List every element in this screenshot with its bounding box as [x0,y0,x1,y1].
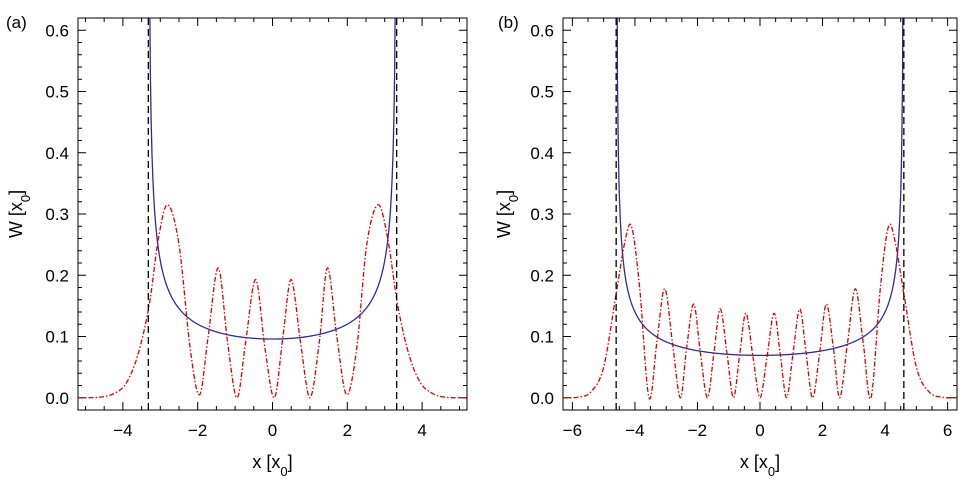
wavefunction-density-series [563,223,957,400]
y-tick-label: 0.6 [530,21,554,40]
classical-density-series [616,18,904,357]
y-tick-label: 0.0 [45,389,69,408]
y-tick-label: 0.6 [45,21,69,40]
x-tick-label: −4 [625,421,644,440]
x-axis-label: x [x0] [252,452,292,479]
y-tick-label: 0.1 [530,328,554,347]
plot-frame [562,17,958,411]
classical-density-series [149,18,396,340]
panel-label: (b) [498,13,519,32]
x-tick-label: 6 [943,421,952,440]
y-axis-label-sub: 0 [506,195,521,202]
x-tick-label: 4 [417,421,426,440]
y-axis-label: W [x0] [494,190,521,238]
y-tick-label: 0.5 [45,83,69,102]
y-axis-label-text: W [x [494,202,514,238]
x-tick-label: −2 [688,421,707,440]
x-axis-label: x [x0] [740,452,780,479]
x-axis-label-sub: 0 [768,464,775,479]
plot-area [563,18,957,410]
y-tick-label: 0.1 [45,328,69,347]
y-tick-label: 0.5 [530,83,554,102]
x-tick-label: −6 [563,421,582,440]
y-axis-label: W [x0] [6,190,33,238]
y-axis-label-text: W [x [6,202,26,238]
x-tick-label: 4 [880,421,889,440]
y-axis-label-suffix: ] [6,190,26,195]
panel-b: −6 −4 −2 0 2 4 60.00.10.20.30.40.50.6x [x0]W [… [494,13,958,479]
x-tick-label: 2 [818,421,827,440]
y-axis-label-sub: 0 [18,195,33,202]
x-axis-label-text: x [x [252,452,280,472]
y-tick-label: 0.4 [530,144,554,163]
panel-label: (a) [6,13,27,32]
y-tick-label: 0.3 [45,205,69,224]
y-tick-label: 0.0 [530,389,554,408]
wavefunction-density-series [78,204,467,399]
x-axis-label-sub: 0 [280,464,287,479]
y-tick-label: 0.4 [45,144,69,163]
y-axis-label-suffix: ] [494,190,514,195]
y-tick-label: 0.2 [45,266,69,285]
x-axis-label-suffix: ] [288,452,293,472]
x-tick-label: 2 [343,421,352,440]
y-tick-label: 0.2 [530,266,554,285]
x-axis-label-text: x [x [740,452,768,472]
x-tick-label: 0 [755,421,764,440]
x-tick-label: −4 [113,421,132,440]
y-tick-label: 0.3 [530,205,554,224]
panel-a: −4 −2 0 2 40.00.10.20.30.40.50.6x [x0]W [x0]… [6,13,468,479]
x-axis-label-suffix: ] [775,452,780,472]
x-tick-label: −2 [188,421,207,440]
plot-area [78,18,467,410]
x-tick-label: 0 [268,421,277,440]
